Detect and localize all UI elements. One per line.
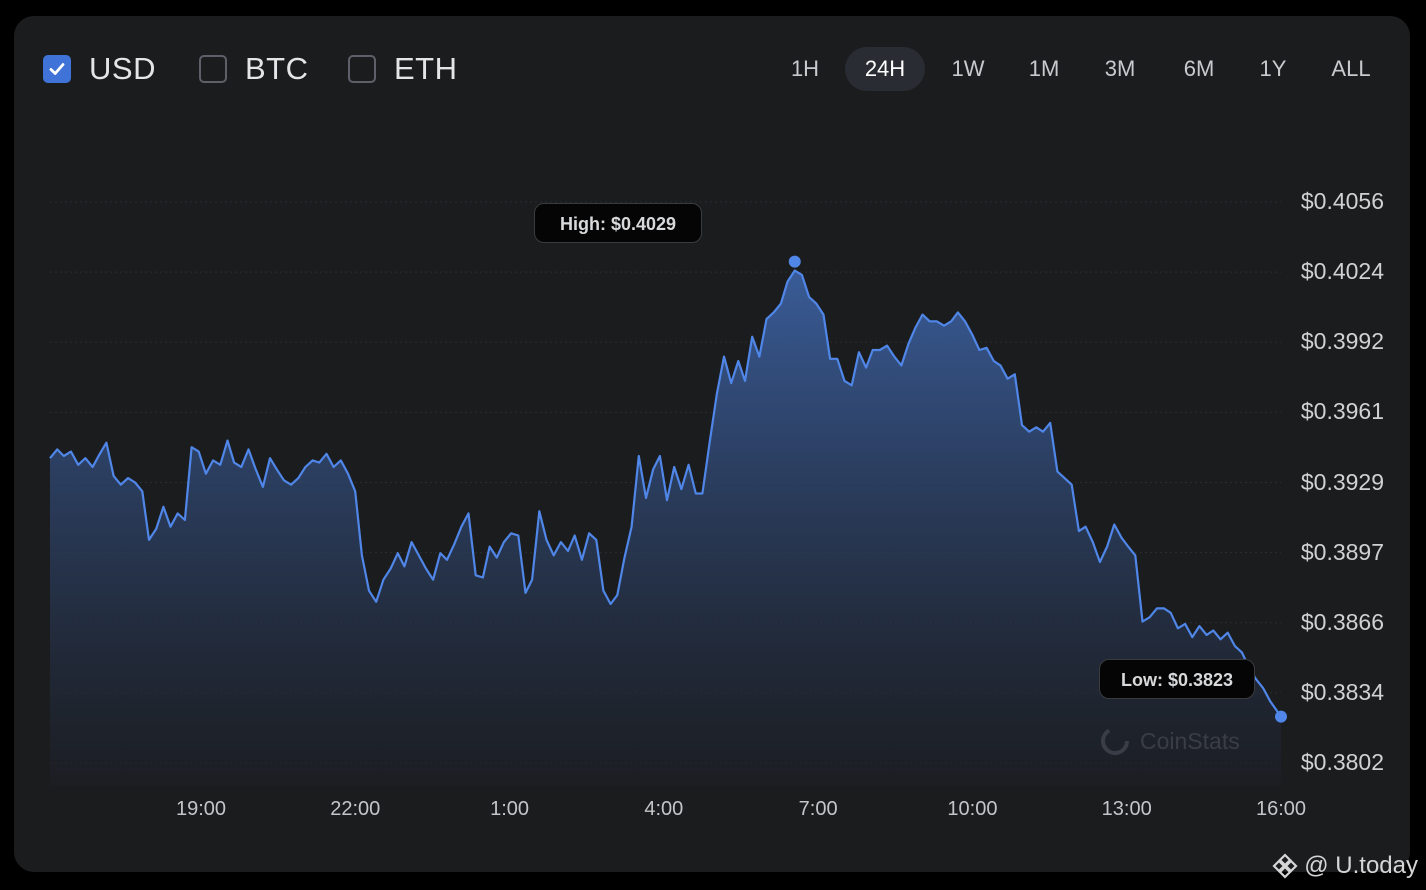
currency-label: USD [89, 51, 156, 86]
y-tick-label: $0.3802 [1300, 749, 1384, 775]
y-tick-label: $0.3929 [1300, 468, 1384, 495]
range-1y-button[interactable]: 1Y [1259, 56, 1287, 81]
range-1w-button[interactable]: 1W [951, 56, 985, 81]
watermark-text: CoinStats [1140, 727, 1240, 754]
high-tooltip: High: $0.4029 [534, 203, 702, 243]
y-tick-label: $0.3834 [1300, 678, 1384, 705]
y-tick-label: $0.3866 [1300, 608, 1384, 635]
x-tick-label: 13:00 [1101, 798, 1152, 820]
utoday-brand: @ U.today [1272, 852, 1418, 880]
x-tick-label: 4:00 [644, 798, 684, 820]
range-1h-button[interactable]: 1H [790, 56, 820, 81]
range-all-button[interactable]: ALL [1331, 56, 1371, 81]
range-3m-button[interactable]: 3M [1104, 56, 1136, 81]
y-tick-label: $0.4024 [1300, 258, 1384, 285]
y-tick-label: $0.3961 [1300, 398, 1384, 425]
currency-usd-toggle[interactable]: USD [43, 50, 156, 88]
price-line [49, 269, 1282, 718]
x-tick-label: 1:00 [490, 798, 530, 820]
checkbox-unchecked-icon[interactable] [348, 55, 376, 83]
range-6m-button[interactable]: 6M [1183, 56, 1215, 81]
checkbox-unchecked-icon[interactable] [199, 55, 227, 83]
checkbox-checked-icon[interactable] [43, 55, 71, 83]
x-tick-label: 22:00 [330, 798, 381, 820]
range-24h-button[interactable]: 24H [845, 47, 925, 91]
range-1m-button[interactable]: 1M [1028, 56, 1060, 81]
coinstats-logo-icon [1101, 727, 1129, 755]
currency-label: ETH [394, 51, 458, 86]
price-area-fill [50, 270, 1281, 785]
currency-btc-toggle[interactable]: BTC [199, 50, 309, 88]
low-point [1275, 710, 1287, 723]
currency-label: BTC [245, 51, 309, 86]
x-tick-label: 10:00 [947, 798, 998, 820]
x-tick-label: 19:00 [175, 798, 227, 820]
currency-eth-toggle[interactable]: ETH [348, 50, 458, 88]
coinstats-watermark: CoinStats [1100, 726, 1240, 756]
x-tick-label: 16:00 [1255, 798, 1307, 820]
high-point [788, 255, 801, 268]
y-tick-label: $0.4056 [1300, 188, 1384, 214]
low-tooltip: Low: $0.3823 [1099, 659, 1255, 699]
y-tick-label: $0.3992 [1300, 328, 1384, 355]
footer-text: @ U.today [1304, 852, 1418, 879]
y-tick-label: $0.3897 [1300, 538, 1384, 565]
diamond-logo-icon [1272, 853, 1298, 879]
x-tick-label: 7:00 [798, 798, 838, 820]
